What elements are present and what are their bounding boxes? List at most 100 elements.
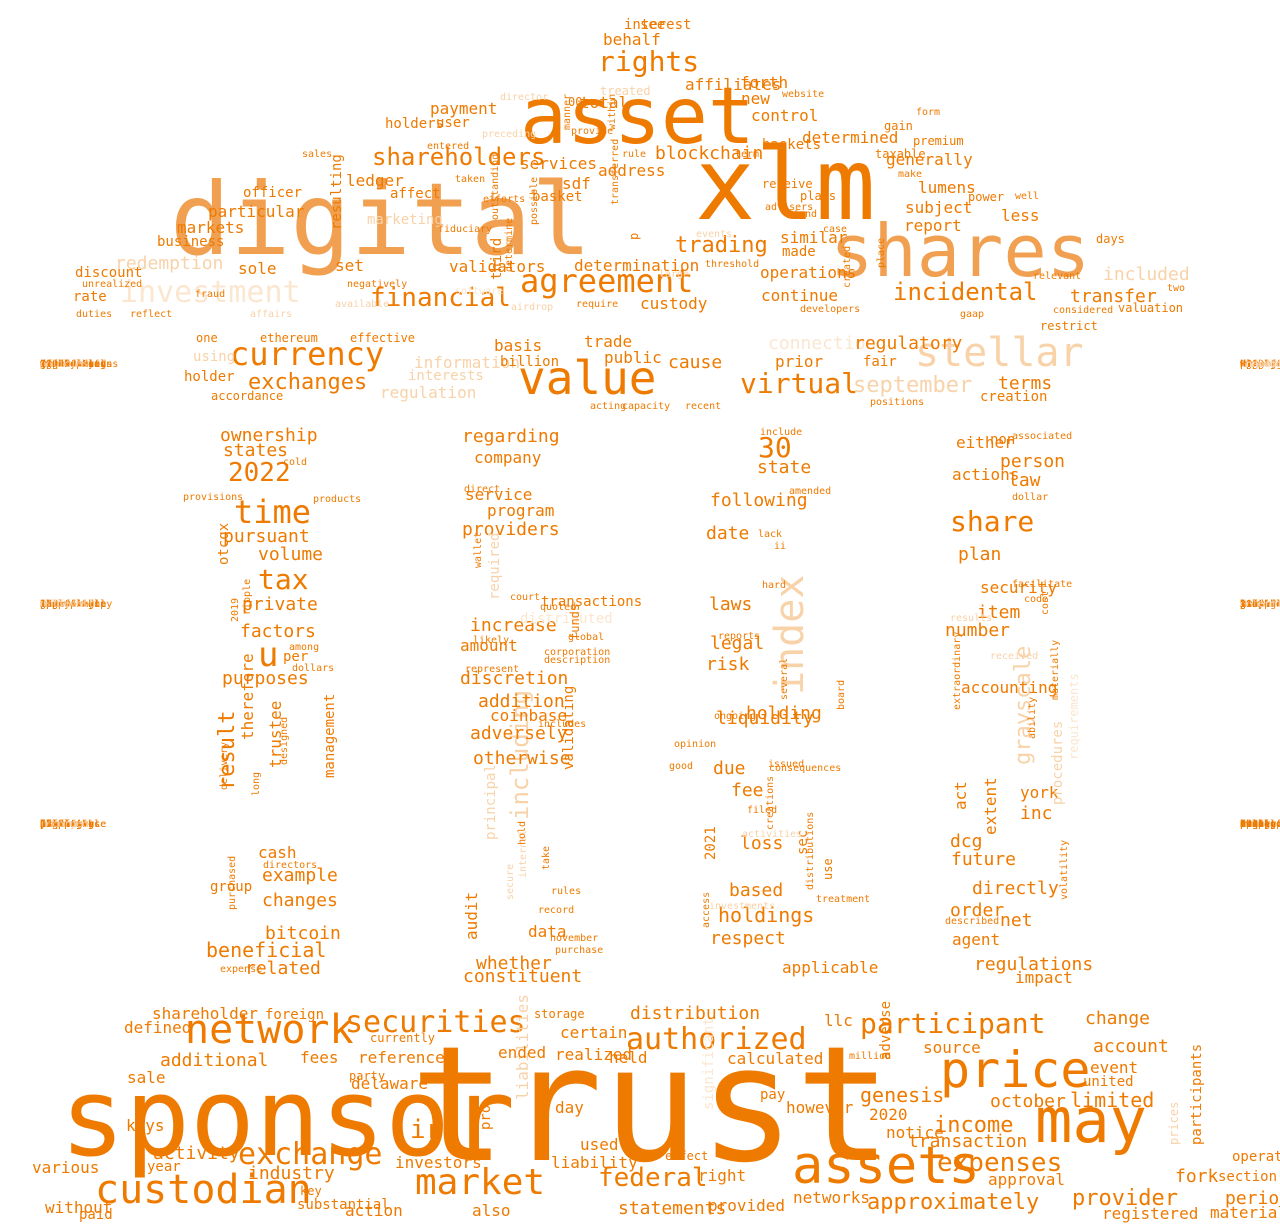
word-cash: cash: [258, 843, 297, 862]
word-threshold: threshold: [705, 259, 760, 270]
word-overview: overview: [1240, 359, 1280, 370]
word-sponsor: sponsor: [60, 1056, 516, 1181]
word-operational: operational: [40, 359, 107, 370]
word-validators: validators: [449, 257, 546, 276]
word-recent: recent: [685, 401, 722, 412]
word-audit: audit: [462, 891, 481, 940]
word-incurred: incurred: [1240, 599, 1280, 610]
word-staff: staff: [1240, 819, 1271, 830]
word-approval: approval: [988, 1170, 1066, 1189]
word-restrictions: restrictions: [1240, 599, 1280, 610]
word-determined: determined: [802, 128, 899, 147]
word-reasonable: reasonable: [40, 359, 101, 370]
word-secure: secure: [505, 863, 516, 900]
word-million: million: [849, 1051, 892, 1062]
word-change: change: [1085, 1008, 1151, 1029]
word-amounts: amounts: [1240, 819, 1280, 830]
word-regulations: regulations: [974, 954, 1094, 975]
word-2020: 2020: [869, 1105, 908, 1124]
word-operation: operation: [1240, 819, 1280, 830]
word-fraud: fraud: [195, 289, 226, 300]
word-provides: provides: [40, 819, 89, 830]
word-ruling: ruling: [1240, 819, 1277, 830]
word-beneficial: beneficial: [206, 938, 327, 962]
word-independent: independent: [1240, 819, 1280, 830]
word-reduce: reduce: [40, 599, 77, 610]
word-ongoing: ongoing: [714, 711, 757, 722]
word-iii: iii: [1240, 599, 1259, 610]
word-increase: increase: [470, 615, 557, 636]
word-costs: costs: [40, 599, 71, 610]
word-pro: pro: [478, 1104, 494, 1130]
word-new: new: [741, 89, 770, 108]
word-protocol: protocol: [40, 599, 89, 610]
word-negative: negative: [40, 599, 89, 610]
word-various: various: [32, 1158, 100, 1177]
word-bitcoin: bitcoin: [265, 923, 341, 944]
word-past: past: [1240, 599, 1265, 610]
word-actual: actual: [1240, 599, 1277, 610]
word-12: 12: [1240, 819, 1253, 830]
word-owned: owned: [40, 359, 71, 370]
word-agreement: agreement: [520, 262, 694, 300]
word-private: private: [242, 594, 318, 615]
word-require: require: [576, 299, 619, 310]
word-either: either: [956, 433, 1014, 452]
word-transferred: transferred: [610, 138, 621, 205]
word-delaware: delaware: [351, 1074, 429, 1093]
word-believe: believe: [1240, 819, 1280, 830]
word-31: 31: [1240, 599, 1253, 610]
word-therefore: therefore: [238, 653, 257, 740]
word-effect: effect: [665, 1149, 709, 1163]
word-services: services: [520, 154, 598, 173]
word-malicious: malicious: [1240, 599, 1280, 610]
word-given: given: [40, 599, 71, 610]
word-duties: duties: [76, 309, 113, 320]
word-manner: manner: [562, 93, 573, 130]
word-sales: sales: [302, 149, 333, 160]
word-continue: continue: [761, 286, 839, 305]
word-considered: considered: [1053, 305, 1114, 316]
word-enforcement: enforcement: [1240, 599, 1280, 610]
word-well: well: [1015, 191, 1040, 202]
word-10: 10: [1240, 819, 1253, 830]
word-many: many: [1240, 599, 1265, 610]
word-address: address: [598, 161, 666, 180]
word-products: products: [313, 494, 362, 505]
word-increased: increased: [40, 599, 95, 610]
word-operations: operations: [760, 263, 857, 282]
word-per: per: [283, 649, 309, 665]
word-currently: currently: [370, 1031, 436, 1045]
word-total: total: [580, 93, 629, 112]
word-receipt: receipt: [1240, 819, 1280, 830]
word-appropriate: appropriate: [40, 599, 107, 610]
word-recorded: recorded: [40, 819, 89, 830]
word-director: director: [500, 92, 549, 103]
word-determination: determination: [574, 256, 700, 275]
word-event: event: [1090, 1058, 1139, 1077]
word-authorized: authorized: [626, 1022, 807, 1057]
word-general: general: [1240, 599, 1280, 610]
word-impact: impact: [1015, 968, 1073, 987]
word-several: several: [779, 657, 790, 700]
word-state: state: [757, 457, 812, 478]
word-investment: investment: [120, 275, 301, 310]
word-long: long: [251, 771, 262, 796]
word-opinion: opinion: [674, 739, 717, 750]
word-6: 6: [1240, 599, 1247, 610]
word-occur: occur: [1240, 359, 1271, 370]
word-reference: reference: [358, 1048, 445, 1067]
word-time: time: [234, 493, 312, 531]
word-forth: forth: [740, 73, 789, 92]
word-dollars: dollars: [292, 663, 335, 674]
word-individual: individual: [1240, 359, 1280, 370]
word-party: party: [349, 1069, 386, 1083]
word-able: able: [40, 599, 65, 610]
word-laws: laws: [709, 594, 753, 615]
word-quoted: quoted: [540, 602, 577, 613]
word-foreign: foreign: [265, 1007, 325, 1023]
word-public: public: [604, 348, 662, 367]
word-statutory: statutory: [1240, 819, 1280, 830]
word-section: section: [1218, 1169, 1278, 1185]
word-obtain: obtain: [1240, 819, 1277, 830]
